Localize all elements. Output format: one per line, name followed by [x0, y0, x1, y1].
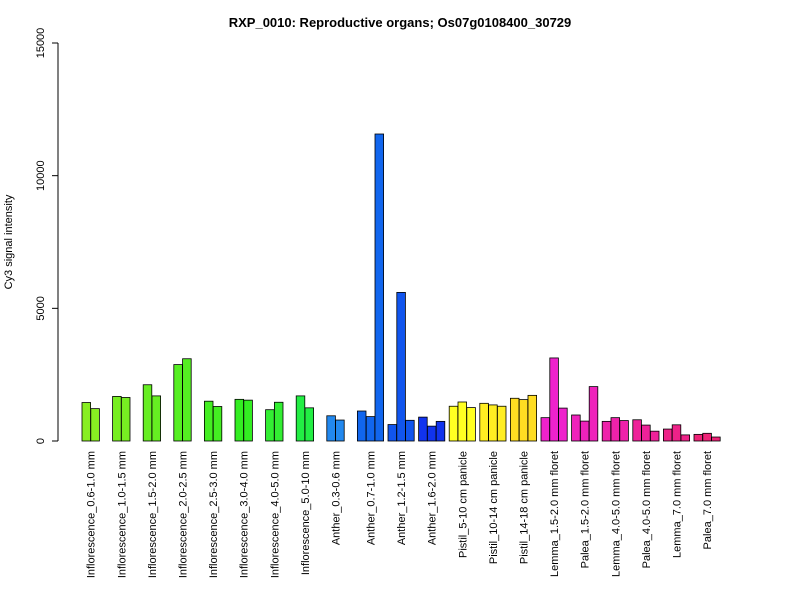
x-tick-label: Lemma_7.0 mm floret: [672, 451, 684, 558]
x-tick-label: Anther_0.3-0.6 mm: [331, 451, 343, 545]
bar: [650, 430, 660, 442]
x-tick-label: Inflorescence_1.5-2.0 mm: [147, 451, 159, 578]
bar: [518, 399, 529, 442]
bar: [496, 405, 507, 442]
bars: [81, 133, 721, 442]
bar: [374, 133, 385, 442]
x-tick-label: Lemma_1.5-2.0 mm floret: [549, 451, 561, 577]
x-tick-label: Pistil_10-14 cm panicle: [488, 451, 500, 564]
bar: [304, 407, 315, 442]
bar: [549, 357, 559, 442]
bar: [435, 420, 446, 442]
x-tick-label: Palea_4.0-5.0 mm floret: [641, 451, 653, 568]
bar: [580, 420, 590, 442]
x-tick-label: Lemma_4.0-5.0 mm floret: [610, 451, 622, 577]
bar: [663, 428, 673, 442]
bar: [457, 401, 468, 442]
bar: [466, 407, 476, 442]
bar: [610, 417, 621, 442]
bar: [479, 402, 489, 442]
y-axis-ticks: 0 5000 10000 15000: [35, 28, 58, 444]
x-tick-label: Inflorescence_1.0-1.5 mm: [116, 451, 128, 578]
x-tick-label: Pistil_14-18 cm panicle: [519, 451, 531, 564]
bar: [335, 419, 345, 442]
bar: [121, 397, 131, 442]
bar: [295, 395, 306, 442]
bar: [418, 416, 428, 442]
bar: [112, 396, 122, 442]
bar: [396, 292, 406, 442]
bar: [632, 419, 642, 442]
bar: [588, 386, 599, 442]
bar: [448, 405, 459, 442]
x-tick-label: Inflorescence_5.0-10 mm: [300, 451, 312, 575]
x-tick-label: Anther_0.7-1.0 mm: [366, 451, 378, 545]
y-tick-label: 15000: [35, 28, 47, 59]
bar: [641, 424, 651, 442]
x-axis-labels: Inflorescence_0.6-1.0 mm Inflorescence_1.…: [86, 451, 714, 578]
bar: [365, 416, 376, 442]
bar: [356, 410, 367, 442]
bar: [571, 414, 581, 442]
bar: [702, 432, 712, 442]
bar: [173, 364, 183, 442]
x-tick-label: Pistil_5-10 cm panicle: [457, 451, 469, 558]
bar: [265, 409, 275, 442]
y-axis-label: Cy3 signal intensity: [3, 194, 15, 289]
bar: [558, 407, 568, 442]
bar: [151, 395, 162, 442]
bar: [488, 404, 498, 442]
bar: [203, 400, 214, 442]
bar: [405, 419, 415, 442]
x-tick-label: Anther_1.6-2.0 mm: [427, 451, 439, 545]
x-tick-label: Inflorescence_0.6-1.0 mm: [86, 451, 98, 578]
bar: [387, 424, 398, 442]
bar: [671, 424, 682, 442]
bar: [326, 415, 336, 442]
bar: [619, 420, 629, 442]
x-tick-label: Inflorescence_2.0-2.5 mm: [178, 451, 190, 578]
chart-title: RXP_0010: Reproductive organs; Os07g0108…: [229, 15, 572, 30]
x-tick-label: Inflorescence_4.0-5.0 mm: [269, 451, 281, 578]
bar: [182, 358, 192, 442]
bar: [527, 394, 538, 442]
bar: [540, 417, 551, 442]
bar: [243, 399, 253, 442]
bar: [90, 408, 100, 442]
bar: [234, 398, 245, 442]
x-tick-label: Palea_7.0 mm floret: [702, 451, 714, 549]
bar: [142, 384, 153, 442]
y-tick-label: 0: [35, 438, 47, 444]
y-tick-label: 5000: [35, 296, 47, 320]
x-tick-label: Inflorescence_3.0-4.0 mm: [239, 451, 251, 578]
x-tick-label: Palea_1.5-2.0 mm floret: [580, 451, 592, 568]
bar: [426, 425, 437, 442]
bar: [711, 436, 721, 442]
bar: [601, 420, 612, 442]
bar: [680, 434, 691, 442]
bar: [509, 397, 520, 442]
bar: [212, 406, 223, 442]
x-tick-label: Inflorescence_2.5-3.0 mm: [208, 451, 220, 578]
bar: [693, 433, 704, 442]
x-tick-label: Anther_1.2-1.5 mm: [396, 451, 408, 545]
y-tick-label: 10000: [35, 160, 47, 191]
bar: [273, 401, 284, 442]
bar: [81, 402, 92, 442]
